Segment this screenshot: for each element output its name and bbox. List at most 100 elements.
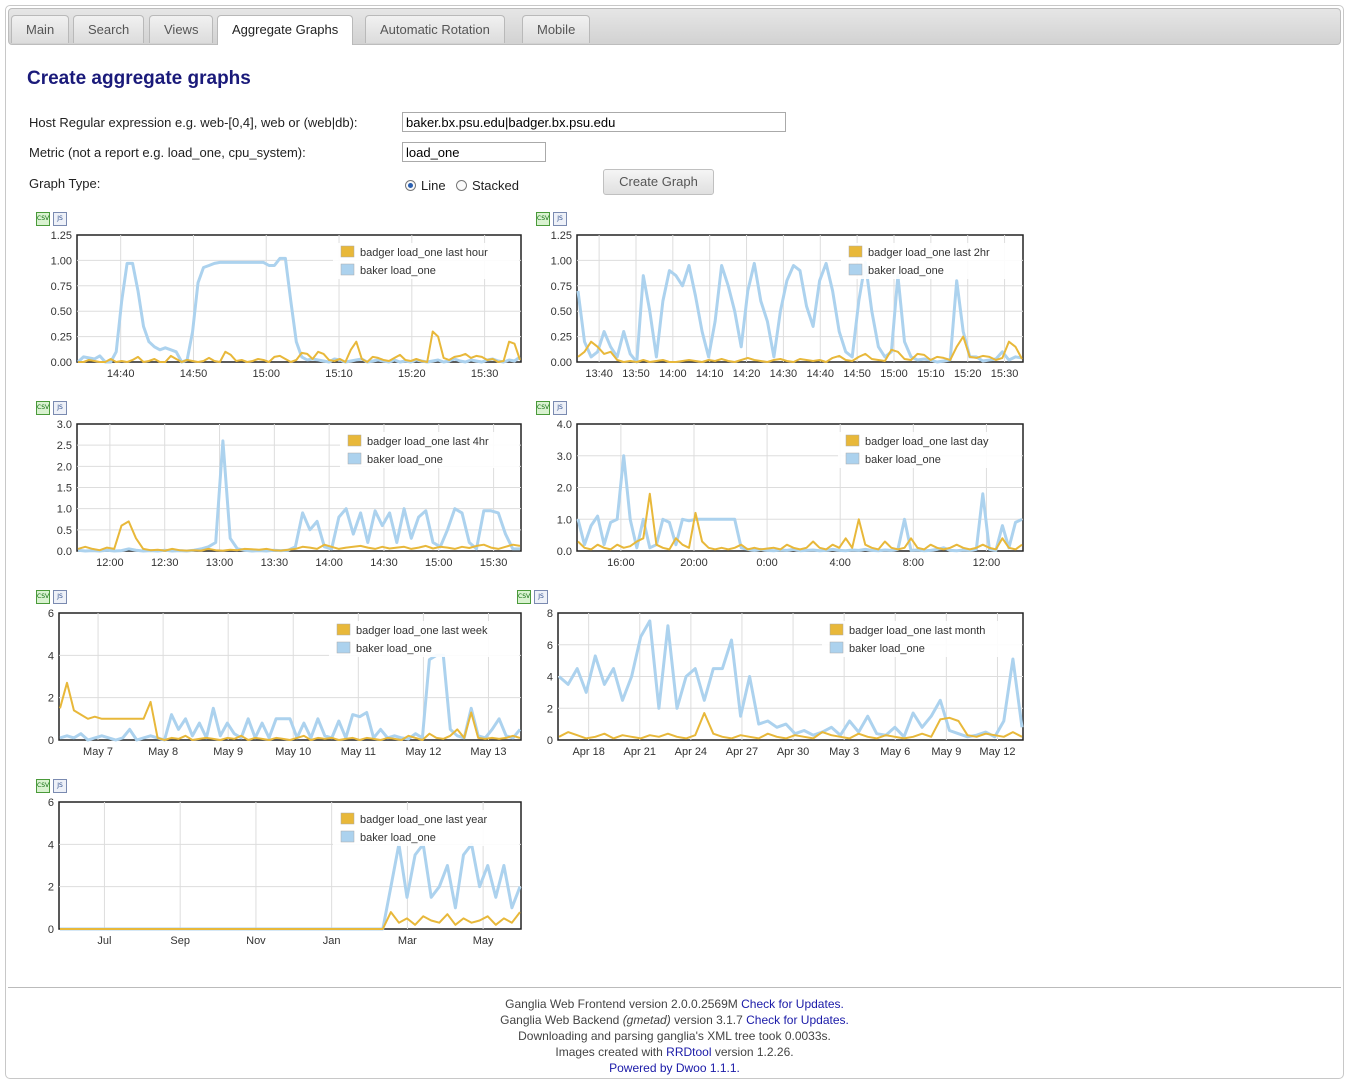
metric-label: Metric (not a report e.g. load_one, cpu_… <box>29 145 306 160</box>
x-tick-label: May 8 <box>148 746 178 758</box>
x-tick-label: 15:20 <box>954 368 982 380</box>
x-tick-label: 15:10 <box>325 368 353 380</box>
tab-mobile[interactable]: Mobile <box>522 15 591 43</box>
y-tick-label: 0.25 <box>51 332 72 344</box>
y-tick-label: 0.75 <box>51 281 72 293</box>
x-tick-label: 14:00 <box>315 557 343 569</box>
legend-swatch <box>336 641 351 654</box>
x-tick-label: 13:40 <box>585 368 613 380</box>
json-export-icon[interactable]: JS <box>553 401 567 415</box>
x-tick-label: 4:00 <box>830 557 851 569</box>
legend-label: baker load_one <box>868 265 944 277</box>
series-line-badger <box>558 712 1023 740</box>
csv-export-icon[interactable]: CSV <box>36 212 50 226</box>
legend-label: badger load_one last week <box>356 625 488 637</box>
x-tick-label: Apr 21 <box>624 746 656 758</box>
x-tick-label: May 6 <box>880 746 910 758</box>
x-tick-label: 14:00 <box>659 368 687 380</box>
parse-time: Downloading and parsing ganglia's XML tr… <box>518 1029 831 1043</box>
tab-search[interactable]: Search <box>73 15 145 43</box>
x-tick-label: Jul <box>97 935 111 947</box>
legend-swatch <box>340 245 355 258</box>
graph-year: 0 2 4 6 Jul Sep Nov Jan Mar May badger load_one la… <box>48 797 522 947</box>
y-tick-label: 0 <box>48 735 54 747</box>
y-tick-label: 2.0 <box>557 483 572 495</box>
tab-aggregate-graphs[interactable]: Aggregate Graphs <box>217 15 354 45</box>
x-tick-label: May <box>473 935 494 947</box>
graph-type-stacked-radio[interactable]: Stacked <box>456 178 519 193</box>
csv-export-icon[interactable]: CSV <box>36 779 50 793</box>
legend-label: badger load_one last 2hr <box>868 247 990 259</box>
legend-label: badger load_one last 4hr <box>367 436 489 448</box>
x-tick-label: 12:30 <box>151 557 179 569</box>
x-tick-label: 12:00 <box>973 557 1001 569</box>
graph-4hr: 0.0 0.5 1.0 1.5 2.0 2.5 3.0 12:00 12:30 13:00 13:3… <box>57 419 522 569</box>
y-tick-label: 0.75 <box>551 281 572 293</box>
x-tick-label: 14:20 <box>733 368 761 380</box>
x-tick-label: Mar <box>398 935 417 947</box>
y-tick-label: 1.0 <box>557 514 572 526</box>
csv-export-icon[interactable]: CSV <box>536 212 550 226</box>
footer: Ganglia Web Frontend version 2.0.0.2569M… <box>6 996 1343 1076</box>
y-tick-label: 6 <box>547 640 553 652</box>
powered-by-dwoo-link[interactable]: Powered by Dwoo 1.1.1. <box>609 1061 740 1075</box>
csv-export-icon[interactable]: CSV <box>36 401 50 415</box>
x-tick-label: 14:50 <box>180 368 208 380</box>
tab-bar: Main Search Views Aggregate Graphs Autom… <box>8 8 1341 45</box>
legend-swatch <box>336 623 351 636</box>
x-tick-label: 15:00 <box>425 557 453 569</box>
tab-views[interactable]: Views <box>149 15 214 43</box>
csv-export-icon[interactable]: CSV <box>536 401 550 415</box>
series-line-badger <box>77 520 521 552</box>
graph-type-line-radio[interactable]: Line <box>405 178 446 193</box>
y-tick-label: 0.25 <box>551 332 572 344</box>
host-regex-input[interactable] <box>402 112 786 132</box>
x-tick-label: 14:10 <box>696 368 724 380</box>
legend-label: badger load_one last day <box>865 436 989 448</box>
x-tick-label: May 12 <box>405 746 441 758</box>
host-regex-label: Host Regular expression e.g. web-[0,4], … <box>29 115 358 130</box>
tab-automatic-rotation[interactable]: Automatic Rotation <box>365 15 505 43</box>
tab-main[interactable]: Main <box>11 15 70 43</box>
rrdtool-version: version 1.2.26. <box>714 1045 794 1059</box>
create-graph-button[interactable]: Create Graph <box>603 169 714 195</box>
rrdtool-link[interactable]: RRDtool <box>666 1045 712 1059</box>
y-tick-label: 4 <box>48 839 54 851</box>
y-tick-label: 6 <box>48 797 54 809</box>
frontend-check-updates-link[interactable]: Check for Updates. <box>741 997 844 1011</box>
frontend-version: Ganglia Web Frontend version 2.0.0.2569M <box>505 997 738 1011</box>
y-tick-label: 3.0 <box>57 419 72 431</box>
y-tick-label: 0.5 <box>57 525 72 537</box>
csv-export-icon[interactable]: CSV <box>36 590 50 604</box>
graph-type-stacked-label: Stacked <box>472 178 519 193</box>
x-tick-label: 14:40 <box>107 368 135 380</box>
metric-input[interactable] <box>402 142 546 162</box>
series-line-badger <box>60 911 521 930</box>
y-tick-label: 2 <box>48 693 54 705</box>
y-tick-label: 4 <box>547 672 553 684</box>
legend-swatch <box>845 452 860 465</box>
x-tick-label: 15:30 <box>991 368 1019 380</box>
series-line-baker <box>576 454 1023 553</box>
x-tick-label: 15:20 <box>398 368 426 380</box>
json-export-icon[interactable]: JS <box>53 779 67 793</box>
x-tick-label: Sep <box>170 935 190 947</box>
json-export-icon[interactable]: JS <box>553 212 567 226</box>
x-tick-label: 15:10 <box>917 368 945 380</box>
x-tick-label: 13:50 <box>622 368 650 380</box>
backend-check-updates-link[interactable]: Check for Updates. <box>746 1013 849 1027</box>
y-tick-label: 4.0 <box>557 419 572 431</box>
x-tick-label: May 11 <box>341 746 376 758</box>
y-tick-label: 4 <box>48 650 54 662</box>
csv-export-icon[interactable]: CSV <box>517 590 531 604</box>
legend-label: baker load_one <box>865 454 941 466</box>
legend-label: baker load_one <box>360 265 436 277</box>
legend-label: badger load_one last year <box>360 814 488 826</box>
json-export-icon[interactable]: JS <box>53 401 67 415</box>
json-export-icon[interactable]: JS <box>53 590 67 604</box>
x-tick-label: May 3 <box>829 746 859 758</box>
json-export-icon[interactable]: JS <box>534 590 548 604</box>
legend-swatch <box>848 263 863 276</box>
json-export-icon[interactable]: JS <box>53 212 67 226</box>
legend-label: baker load_one <box>356 643 432 655</box>
